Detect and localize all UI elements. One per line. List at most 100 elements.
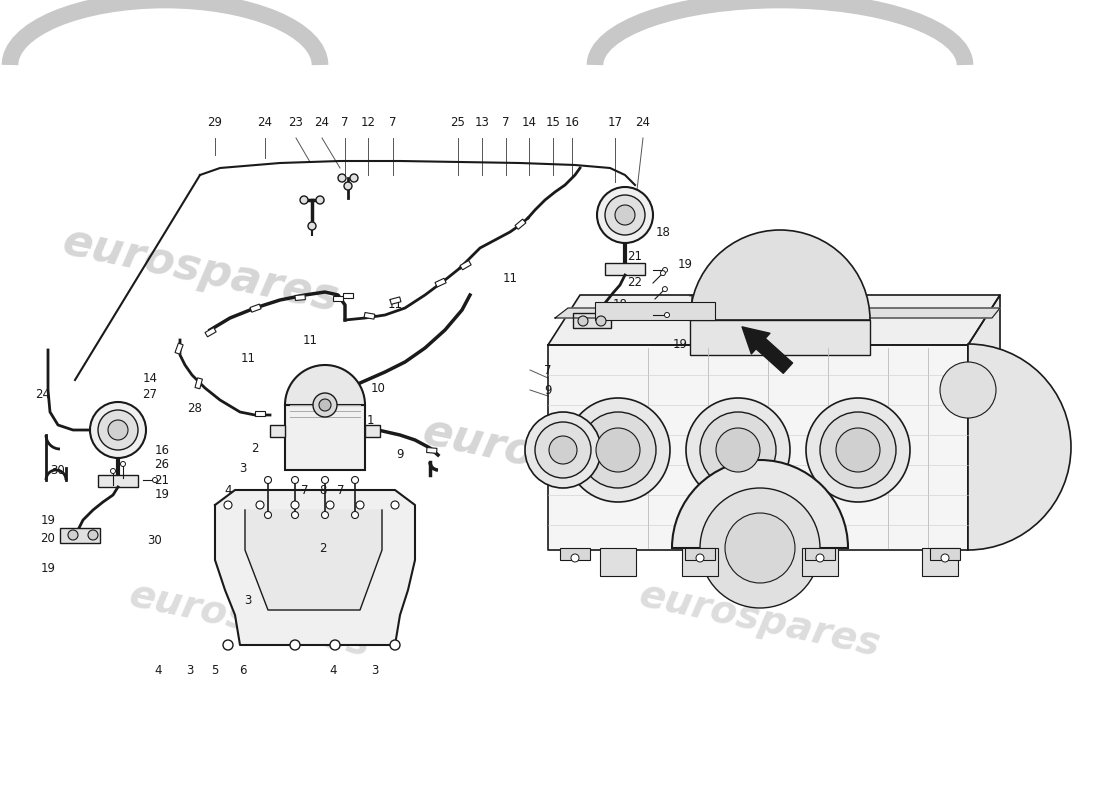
Text: 7: 7 [301, 483, 309, 497]
Circle shape [256, 501, 264, 509]
Text: 2: 2 [319, 542, 327, 554]
Circle shape [352, 477, 359, 483]
Circle shape [326, 501, 334, 509]
Circle shape [525, 412, 601, 488]
Bar [333, 295, 343, 301]
Bar [605, 263, 645, 275]
Circle shape [314, 393, 337, 417]
Bar [364, 313, 375, 319]
Circle shape [290, 640, 300, 650]
Text: 24: 24 [35, 389, 51, 402]
Text: 14: 14 [143, 371, 157, 385]
Text: 27: 27 [143, 389, 157, 402]
Circle shape [68, 530, 78, 540]
Polygon shape [548, 345, 968, 550]
Circle shape [88, 530, 98, 540]
Bar [427, 447, 437, 454]
Bar [175, 343, 183, 354]
Bar [682, 548, 718, 576]
Circle shape [596, 428, 640, 472]
Text: 5: 5 [211, 663, 219, 677]
Text: 30: 30 [51, 463, 65, 477]
Bar [802, 548, 838, 576]
Bar [600, 548, 636, 576]
Circle shape [292, 477, 298, 483]
Circle shape [321, 477, 329, 483]
Circle shape [356, 501, 364, 509]
Bar [515, 219, 526, 230]
Circle shape [319, 399, 331, 411]
Circle shape [820, 412, 896, 488]
Circle shape [98, 410, 138, 450]
Text: 22: 22 [627, 277, 642, 290]
Circle shape [108, 420, 128, 440]
Text: 4: 4 [224, 483, 232, 497]
Circle shape [806, 398, 910, 502]
Text: 3: 3 [240, 462, 246, 474]
Circle shape [300, 196, 308, 204]
Text: 20: 20 [41, 531, 55, 545]
Text: 7: 7 [130, 411, 138, 425]
Bar [255, 410, 265, 415]
Circle shape [597, 187, 653, 243]
Circle shape [90, 402, 146, 458]
Circle shape [696, 554, 704, 562]
Bar [805, 548, 835, 560]
Text: 9: 9 [396, 449, 404, 462]
Bar [205, 327, 217, 337]
Text: 21: 21 [154, 474, 169, 486]
Text: eurospares: eurospares [125, 576, 374, 664]
Circle shape [940, 362, 996, 418]
Text: 11: 11 [241, 351, 255, 365]
Polygon shape [548, 295, 1000, 345]
Text: eurospares: eurospares [636, 576, 884, 664]
Circle shape [566, 398, 670, 502]
Circle shape [224, 501, 232, 509]
Text: 19: 19 [41, 514, 55, 526]
Circle shape [660, 270, 666, 276]
Circle shape [535, 422, 591, 478]
Bar [685, 548, 715, 560]
Circle shape [344, 182, 352, 190]
Text: 6: 6 [240, 663, 246, 677]
Circle shape [308, 222, 316, 230]
Text: 7: 7 [389, 117, 397, 130]
Text: 13: 13 [474, 117, 490, 130]
Circle shape [940, 554, 949, 562]
Bar [270, 425, 285, 437]
Circle shape [223, 640, 233, 650]
Circle shape [700, 488, 820, 608]
Circle shape [580, 412, 656, 488]
Bar [98, 475, 138, 487]
Circle shape [316, 196, 324, 204]
Text: 7: 7 [503, 117, 509, 130]
Text: 29: 29 [208, 117, 222, 130]
Bar [295, 294, 306, 301]
Circle shape [390, 501, 399, 509]
Text: 21: 21 [627, 250, 642, 263]
Polygon shape [556, 308, 1000, 318]
Bar [195, 378, 202, 389]
Text: 8: 8 [319, 483, 327, 497]
Text: 30: 30 [147, 534, 163, 546]
Text: 23: 23 [288, 117, 304, 130]
Polygon shape [968, 295, 1000, 550]
Circle shape [350, 174, 358, 182]
Bar [930, 548, 960, 560]
Text: 24: 24 [257, 117, 273, 130]
Wedge shape [968, 344, 1071, 550]
FancyArrowPatch shape [742, 327, 793, 374]
Text: 11: 11 [387, 298, 403, 311]
Bar [343, 293, 353, 298]
Circle shape [330, 640, 340, 650]
Circle shape [110, 469, 115, 474]
Bar [922, 548, 958, 576]
Circle shape [352, 511, 359, 518]
Text: 7: 7 [341, 117, 349, 130]
Bar [690, 320, 870, 355]
Bar [60, 528, 100, 543]
Circle shape [662, 267, 668, 273]
Circle shape [615, 205, 635, 225]
Polygon shape [214, 490, 415, 645]
Circle shape [578, 316, 588, 326]
